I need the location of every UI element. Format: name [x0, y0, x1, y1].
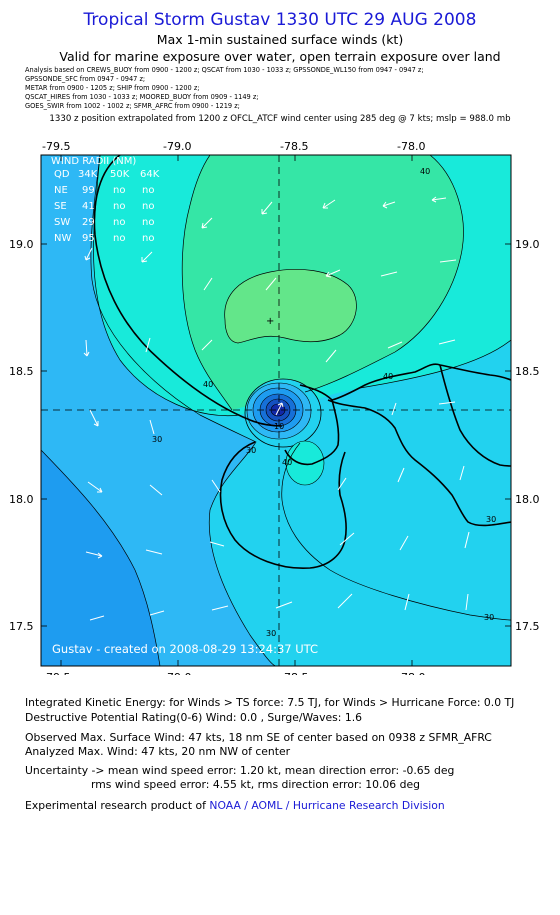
- wind-radii-header: WIND RADII (NM): [51, 156, 136, 167]
- analysis-line: GOES_SWIR from 1002 - 1002 z; SFMR_AFRC …: [25, 102, 240, 110]
- credit-org-link[interactable]: NOAA / AOML / Hurricane Research Divisio…: [209, 799, 445, 812]
- x-tick-label: -79.0: [163, 671, 191, 675]
- wind-radii-cell: 41: [82, 201, 95, 212]
- subtitle-exposure: Valid for marine exposure over water, op…: [59, 49, 501, 64]
- axis-ticks: [41, 155, 511, 666]
- y-tick-label: 18.5: [515, 365, 540, 378]
- contour-label: 10: [274, 422, 284, 431]
- contour-30-east: [281, 442, 511, 621]
- plot-frame: [40, 154, 512, 667]
- band-45kt: [224, 269, 357, 343]
- contour-label: 30: [246, 446, 256, 455]
- analysis-sources: Analysis based on CREWS_BUOY from 0900 -…: [25, 66, 424, 111]
- analysis-line: Analysis based on CREWS_BUOY from 0900 -…: [25, 66, 424, 74]
- uncertainty-line-2: rms wind speed error: 4.55 kt, rms direc…: [91, 778, 420, 791]
- wind-radii-cell: NW: [54, 233, 71, 244]
- x-tick-label: -78.0: [397, 671, 425, 675]
- x-tick-label: -79.0: [163, 140, 191, 153]
- wind-radii-cell: no: [113, 233, 125, 244]
- x-tick-label: -79.5: [42, 671, 70, 675]
- ike-line: Integrated Kinetic Energy: for Winds > T…: [25, 696, 515, 709]
- coastline: [93, 155, 511, 569]
- contour-40: [181, 155, 464, 411]
- contour-label: 40: [420, 167, 430, 176]
- x-tick-label: -78.5: [280, 671, 308, 675]
- subtitle-wind-type: Max 1-min sustained surface winds (kt): [156, 32, 404, 47]
- y-tick-label: 17.5: [515, 620, 540, 633]
- contour-30: [90, 155, 277, 666]
- contour-label: 40: [282, 458, 292, 467]
- wind-radii-table: WIND RADII (NM) QD 34K 50K 64K NE 99 no …: [51, 156, 160, 244]
- analyzed-max-line: Analyzed Max. Wind: 47 kts, 20 nm NW of …: [25, 745, 291, 758]
- analysis-line: GPSSONDE_SFC from 0947 - 0947 z;: [25, 75, 146, 83]
- credit-prefix: Experimental research product of: [25, 799, 210, 812]
- wind-radii-col: 50K: [110, 169, 130, 180]
- y-tick-label: 17.5: [9, 620, 34, 633]
- band-35kt-bubble: [285, 440, 325, 486]
- wind-radii-cell: no: [113, 201, 125, 212]
- y-tick-label: 18.0: [515, 493, 540, 506]
- wind-radii-col: 64K: [140, 169, 160, 180]
- analysis-line: QSCAT_HIRES from 1030 - 1033 z; MOORED_B…: [25, 93, 259, 101]
- contour-label: 30: [484, 613, 494, 622]
- x-tick-label: -78.5: [280, 140, 308, 153]
- storm-core: [244, 378, 322, 448]
- wind-radii-cell: 95: [82, 233, 95, 244]
- wind-radii-cell: 29: [82, 217, 95, 228]
- wind-radii-cell: SE: [54, 201, 67, 212]
- band-20kt: [41, 450, 160, 666]
- wind-radii-cell: no: [142, 217, 154, 228]
- wind-radii-cell: 99: [82, 185, 95, 196]
- wind-radii-cell: no: [142, 201, 154, 212]
- wind-radii-col: QD: [54, 169, 70, 180]
- y-tick-label: 18.0: [9, 493, 34, 506]
- dpr-line: Destructive Potential Rating(0-6) Wind: …: [25, 711, 363, 724]
- eye-wind-arrow: [275, 402, 284, 416]
- map-credit: Gustav - created on 2008-08-29 13:24:37 …: [52, 642, 318, 656]
- y-tick-label: 19.0: [515, 238, 540, 251]
- max-wind-marker: +: [266, 316, 274, 327]
- wind-radii-cell: no: [142, 233, 154, 244]
- contour-label: 30: [152, 435, 162, 444]
- credit-line: Experimental research product of NOAA / …: [25, 799, 445, 812]
- analysis-line: METAR from 0900 - 1205 z; SHIP from 0900…: [25, 84, 200, 92]
- position-note: 1330 z position extrapolated from 1200 z…: [49, 114, 511, 124]
- contour-label: 30: [266, 629, 276, 638]
- contour-label: 40: [383, 372, 393, 381]
- contour-20: [41, 449, 161, 666]
- wind-radii-col: 34K: [78, 169, 98, 180]
- y-tick-label: 19.0: [9, 238, 34, 251]
- y-tick-label: 18.5: [9, 365, 34, 378]
- observed-max-line: Observed Max. Surface Wind: 47 kts, 18 n…: [25, 731, 492, 744]
- x-tick-label: -79.5: [42, 140, 70, 153]
- uncertainty-line-1: Uncertainty -> mean wind speed error: 1.…: [25, 764, 455, 777]
- x-tick-label: -78.0: [397, 140, 425, 153]
- wind-radii-cell: no: [142, 185, 154, 196]
- wind-field-map: +: [9, 140, 540, 675]
- page-title: Tropical Storm Gustav 1330 UTC 29 AUG 20…: [83, 10, 477, 30]
- wind-radii-cell: no: [113, 217, 125, 228]
- wind-arrows: [83, 196, 470, 621]
- wind-field-plot: +: [41, 155, 511, 666]
- wind-radii-cell: SW: [54, 217, 70, 228]
- contour-label: 30: [486, 515, 496, 524]
- wind-radii-cell: no: [113, 185, 125, 196]
- contour-45: [224, 268, 357, 344]
- contour-label: 40: [203, 380, 213, 389]
- wind-radii-cell: NE: [54, 185, 68, 196]
